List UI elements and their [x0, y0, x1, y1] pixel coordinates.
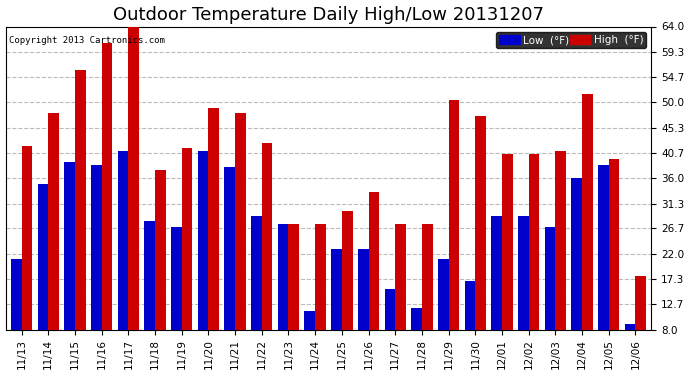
Title: Outdoor Temperature Daily High/Low 20131207: Outdoor Temperature Daily High/Low 20131…: [113, 6, 544, 24]
Bar: [155, 170, 166, 373]
Bar: [198, 151, 208, 373]
Bar: [518, 216, 529, 373]
Bar: [101, 43, 112, 373]
Bar: [75, 70, 86, 373]
Bar: [411, 308, 422, 373]
Bar: [342, 211, 353, 373]
Bar: [181, 148, 193, 373]
Bar: [208, 108, 219, 373]
Bar: [11, 260, 21, 373]
Bar: [224, 167, 235, 373]
Bar: [262, 143, 273, 373]
Bar: [358, 249, 368, 373]
Bar: [475, 116, 486, 373]
Bar: [571, 178, 582, 373]
Bar: [37, 183, 48, 373]
Bar: [624, 324, 635, 373]
Bar: [315, 224, 326, 373]
Bar: [331, 249, 342, 373]
Bar: [251, 216, 262, 373]
Bar: [128, 27, 139, 373]
Text: Copyright 2013 Cartronics.com: Copyright 2013 Cartronics.com: [9, 36, 165, 45]
Bar: [91, 165, 101, 373]
Bar: [235, 113, 246, 373]
Legend: Low  (°F), High  (°F): Low (°F), High (°F): [496, 32, 647, 48]
Bar: [598, 165, 609, 373]
Bar: [304, 311, 315, 373]
Bar: [118, 151, 128, 373]
Bar: [384, 289, 395, 373]
Bar: [288, 224, 299, 373]
Bar: [448, 100, 460, 373]
Bar: [464, 281, 475, 373]
Bar: [438, 260, 449, 373]
Bar: [48, 113, 59, 373]
Bar: [278, 224, 288, 373]
Bar: [491, 216, 502, 373]
Bar: [502, 154, 513, 373]
Bar: [635, 276, 646, 373]
Bar: [171, 227, 181, 373]
Bar: [422, 224, 433, 373]
Bar: [529, 154, 540, 373]
Bar: [395, 224, 406, 373]
Bar: [64, 162, 75, 373]
Bar: [368, 192, 380, 373]
Bar: [609, 159, 620, 373]
Bar: [21, 146, 32, 373]
Bar: [144, 221, 155, 373]
Bar: [582, 94, 593, 373]
Bar: [555, 151, 566, 373]
Bar: [544, 227, 555, 373]
